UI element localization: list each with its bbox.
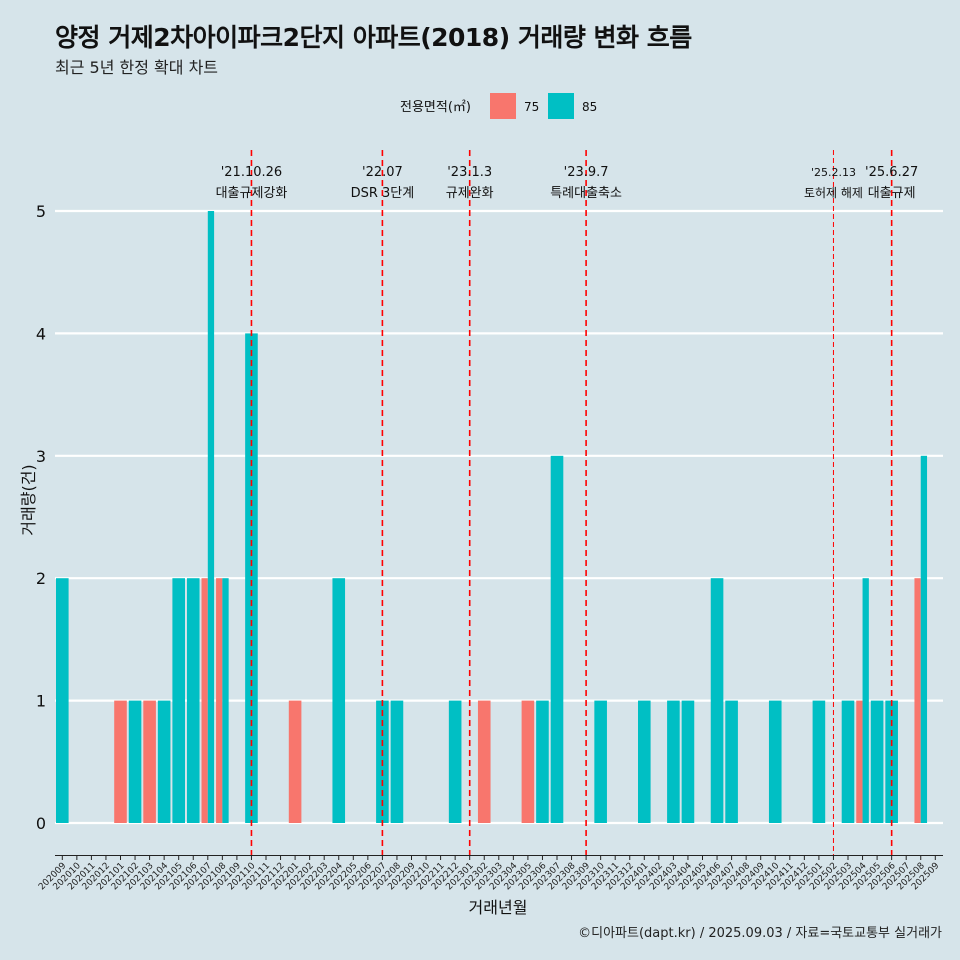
bar-85-202504 xyxy=(862,578,869,823)
event-label-0: 대출규제강화 xyxy=(216,186,288,201)
bar-75-202508 xyxy=(914,578,921,823)
bar-85-202104 xyxy=(157,700,171,823)
bar-85-202501 xyxy=(812,700,826,823)
bar-75-202108 xyxy=(216,578,223,823)
bar-85-202108 xyxy=(222,578,229,823)
event-date-5: '25.6.27 xyxy=(865,165,918,180)
event-label-4: 토허제 해제 xyxy=(804,186,863,200)
event-date-4: '25.2.13 xyxy=(811,166,856,179)
y-tick-label-5: 5 xyxy=(36,202,46,221)
bar-75-202305 xyxy=(521,700,535,823)
page-subtitle: 최근 5년 한정 확대 차트 xyxy=(55,58,219,77)
legend-label-85: 85 xyxy=(582,100,597,114)
bar-85-202009 xyxy=(56,578,69,823)
bar-85-202208 xyxy=(390,700,404,823)
event-date-1: '22.07 xyxy=(362,165,403,180)
bar-85-202306 xyxy=(536,700,549,823)
bar-85-202505 xyxy=(870,700,884,823)
bar-85-202503 xyxy=(841,700,855,823)
page-title: 양정 거제2차아이파크2단지 아파트(2018) 거래량 변화 흐름 xyxy=(55,23,692,52)
legend-label-75: 75 xyxy=(524,100,539,114)
event-date-3: '23.9.7 xyxy=(564,165,609,180)
bar-85-202212 xyxy=(448,700,462,823)
credit-footer: ©디아파트(dapt.kr) / 2025.09.03 / 자료=국토교통부 실… xyxy=(578,926,942,941)
bar-85-202110 xyxy=(245,333,258,823)
bar-85-202401 xyxy=(638,700,651,823)
legend-title: 전용면적(㎡) xyxy=(400,100,471,115)
bars xyxy=(56,211,928,823)
gridlines xyxy=(55,209,943,825)
bar-75-202101 xyxy=(114,700,127,823)
bar-85-202204 xyxy=(332,578,346,823)
bar-75-202107 xyxy=(201,578,208,823)
y-axis-ticks: 0 1 2 3 4 5 xyxy=(36,202,46,833)
event-date-0: '21.10.26 xyxy=(221,165,282,180)
bar-85-202406 xyxy=(710,578,724,823)
bar-85-202404 xyxy=(681,700,695,823)
y-tick-label-0: 0 xyxy=(36,814,46,833)
event-label-2: 규제완화 xyxy=(446,186,494,201)
y-tick-label-4: 4 xyxy=(36,324,46,343)
y-tick-label-1: 1 xyxy=(36,692,46,711)
event-date-2: '23.1.3 xyxy=(447,165,492,180)
bar-85-202107 xyxy=(207,211,215,823)
y-axis-title: 거래량(건) xyxy=(19,464,38,535)
x-axis: 2020092020102020112020122021012021022021… xyxy=(37,855,943,892)
event-lines: '21.10.26 대출규제강화 '22.07 DSR 3단계 '23.1.3 규제완화 '… xyxy=(216,150,918,855)
bar-85-202105 xyxy=(172,578,185,823)
event-label-5: 대출규제 xyxy=(868,186,916,201)
bar-85-202508 xyxy=(920,455,928,823)
event-label-1: DSR 3단계 xyxy=(351,186,415,201)
event-label-3: 특례대출축소 xyxy=(550,186,622,201)
legend: 전용면적(㎡) 75 85 xyxy=(400,93,597,119)
bar-75-202103 xyxy=(143,700,156,823)
y-tick-label-3: 3 xyxy=(36,447,46,466)
bar-75-202302 xyxy=(477,700,491,823)
bar-85-202410 xyxy=(768,700,782,823)
bar-85-202307 xyxy=(550,455,564,823)
legend-key-85 xyxy=(548,93,574,119)
legend-key-75 xyxy=(490,93,516,119)
bar-85-202102 xyxy=(128,700,142,823)
bar-85-202106 xyxy=(186,578,200,823)
bar-75-202504 xyxy=(856,700,863,823)
y-tick-label-2: 2 xyxy=(36,569,46,588)
bar-75-202201 xyxy=(288,700,302,823)
bar-85-202403 xyxy=(667,700,680,823)
bar-85-202407 xyxy=(725,700,738,823)
x-axis-title: 거래년월 xyxy=(469,898,528,917)
bar-85-202310 xyxy=(594,700,607,823)
